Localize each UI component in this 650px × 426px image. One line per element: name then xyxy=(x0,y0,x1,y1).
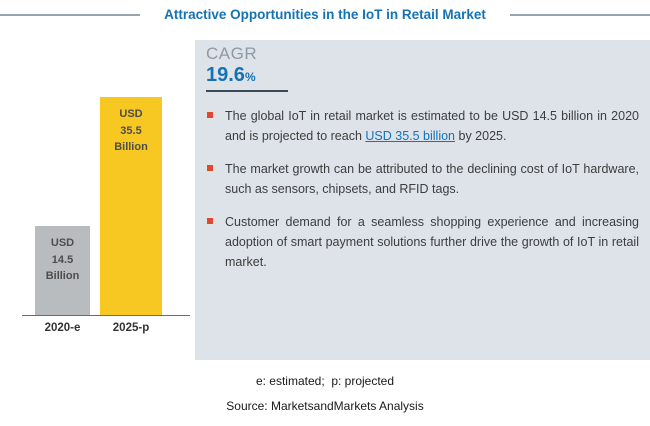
bullet-square-icon xyxy=(207,218,213,224)
cagr-underline xyxy=(206,90,288,92)
bar-value-label-2020: USD 14.5 Billion xyxy=(45,237,80,282)
page-title: Attractive Opportunities in the IoT in R… xyxy=(164,7,486,22)
bar-2025-projected: USD 35.5 Billion xyxy=(100,97,162,315)
bullet-item-1: The global IoT in retail market is estim… xyxy=(207,106,639,146)
cagr-label: CAGR xyxy=(206,44,258,63)
title-rule-left xyxy=(0,14,140,16)
bullet-square-icon xyxy=(207,165,213,171)
bullet-list: The global IoT in retail market is estim… xyxy=(207,106,639,285)
estimate-projection-note: e: estimated; p: projected xyxy=(255,374,395,388)
bullet-text-3: Customer demand for a seamless shopping … xyxy=(225,215,639,269)
x-axis-line xyxy=(22,315,190,316)
category-label-2020e: 2020-e xyxy=(44,322,81,334)
bullet-square-icon xyxy=(207,112,213,118)
bar-chart: USD 14.5 Billion USD 35.5 Billion xyxy=(20,40,195,315)
bullet-1-post: by 2025. xyxy=(455,129,507,143)
bullet-text-1: The global IoT in retail market is estim… xyxy=(225,106,639,146)
usd-35-5-billion-link[interactable]: USD 35.5 billion xyxy=(365,129,456,143)
bullet-text-2: The market growth can be attributed to t… xyxy=(225,162,639,196)
bullet-item-3: Customer demand for a seamless shopping … xyxy=(207,212,639,272)
content-panel xyxy=(195,40,650,360)
bar-2020-estimated: USD 14.5 Billion xyxy=(35,226,90,315)
category-label-2025p: 2025-p xyxy=(112,322,150,334)
bullet-item-2: The market growth can be attributed to t… xyxy=(207,159,639,199)
cagr-percent-sign: % xyxy=(244,70,256,84)
title-rule-right xyxy=(510,14,650,16)
cagr-number: 19.6 xyxy=(206,64,245,86)
source-text: Source: MarketsandMarkets Analysis xyxy=(226,399,424,413)
cagr-value: 19.6% xyxy=(206,64,256,87)
bar-value-label-2025: USD 35.5 Billion xyxy=(114,108,148,153)
bullet-1-pre: The global IoT in retail market is estim… xyxy=(225,109,639,143)
